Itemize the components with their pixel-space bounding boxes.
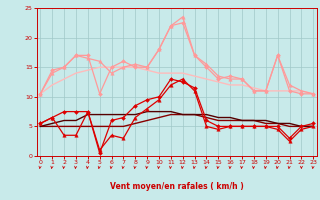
X-axis label: Vent moyen/en rafales ( km/h ): Vent moyen/en rafales ( km/h ) <box>110 182 244 191</box>
